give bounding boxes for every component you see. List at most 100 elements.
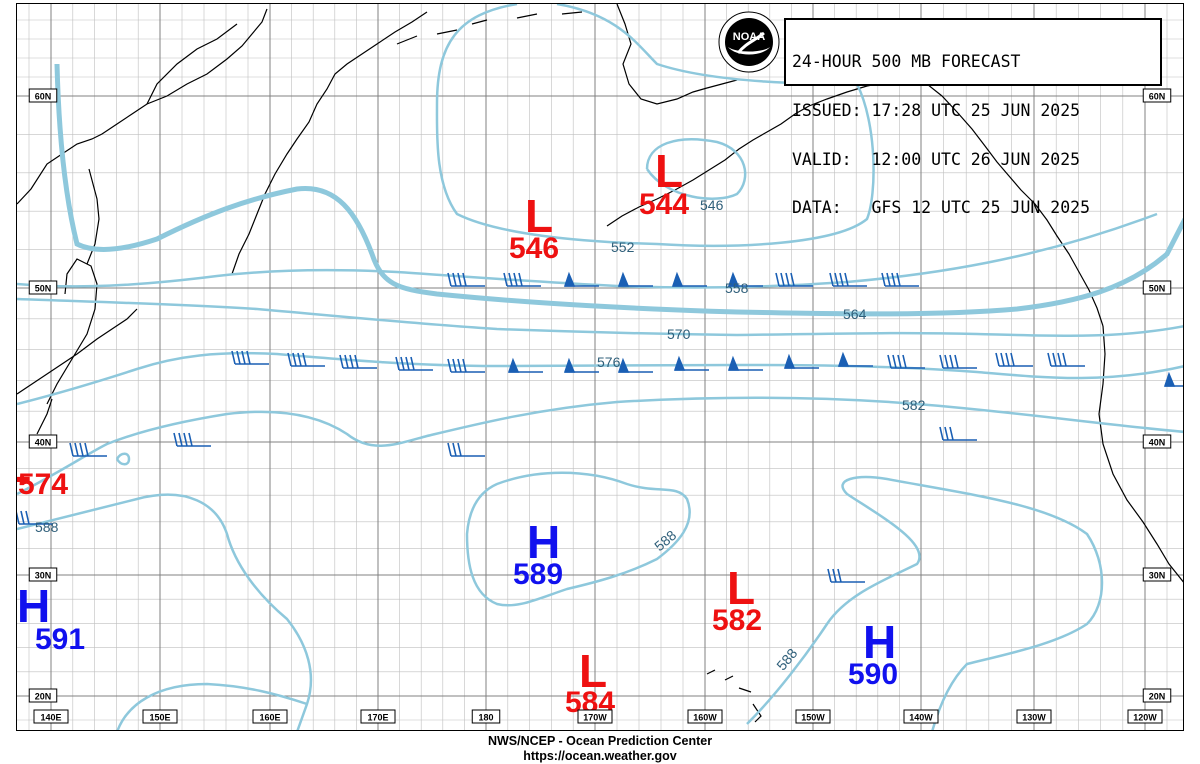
system-letter: H: [863, 616, 896, 668]
svg-text:60N: 60N: [35, 92, 52, 102]
issued-time: ISSUED: 17:28 UTC 25 JUN 2025: [792, 101, 1081, 121]
wind-barb: [69, 442, 107, 457]
wind-barb: [671, 271, 707, 287]
system-letter: L: [579, 645, 607, 697]
footer-org: NWS/NCEP - Ocean Prediction Center: [487, 734, 713, 748]
wind-barb: [939, 354, 977, 369]
svg-text:160E: 160E: [259, 713, 280, 723]
wind-barb: [395, 356, 433, 371]
contour-label: 576: [597, 354, 621, 370]
lon-label: 170W: [577, 709, 613, 724]
svg-text:120W: 120W: [1133, 713, 1157, 723]
contour-582: [17, 396, 1183, 496]
coastline-okhotsk: [146, 23, 238, 105]
wind-barb: [827, 568, 865, 583]
wind-barb: [829, 272, 867, 287]
forecast-title: 24-HOUR 500 MB FORECAST: [792, 52, 1021, 72]
coastline-hawaii: [706, 669, 762, 723]
coastline-aleutians: [396, 11, 583, 45]
data-source: DATA: GFS 12 UTC 25 JUN 2025: [792, 198, 1091, 218]
system-letter: H: [527, 516, 560, 568]
contour-label: 552: [611, 239, 635, 255]
contour-label: 588: [35, 519, 59, 535]
lat-label-right: 40N: [1142, 434, 1172, 449]
system-value: 589: [513, 558, 563, 591]
wind-barb: [881, 272, 919, 287]
footer-url: https://ocean.weather.gov: [523, 749, 677, 763]
svg-text:150W: 150W: [801, 713, 825, 723]
lon-label: 170E: [360, 709, 396, 724]
forecast-info-box: 24-HOUR 500 MB FORECAST ISSUED: 17:28 UT…: [784, 18, 1162, 216]
wind-barb: [447, 272, 485, 287]
height-contours: [17, 4, 1183, 730]
contour-label: 588: [773, 645, 800, 673]
contour-544-ring: [645, 138, 747, 200]
svg-text:160W: 160W: [693, 713, 717, 723]
logo-text: NOAA: [733, 31, 765, 43]
wind-barb: [447, 442, 485, 457]
contour-label: 588: [651, 527, 679, 554]
coastline-kamchatka: [231, 11, 428, 275]
pressure-systems: L 544 L 546 L 574 H 589 H 591 L 582 L 58…: [17, 145, 898, 719]
system-value: 544: [639, 188, 689, 221]
svg-text:170E: 170E: [367, 713, 388, 723]
svg-text:30N: 30N: [1149, 571, 1166, 581]
wind-barb: [507, 357, 543, 373]
svg-text:20N: 20N: [35, 692, 52, 702]
lon-label: 150W: [795, 709, 831, 724]
system-value: 590: [848, 658, 898, 691]
lat-label-right: 60N: [1142, 88, 1172, 103]
svg-text:40N: 40N: [1149, 438, 1166, 448]
lat-label-right: 20N: [1142, 688, 1172, 703]
svg-text:60N: 60N: [1149, 92, 1166, 102]
contour-588-south: [116, 682, 308, 730]
contour-588-east: [746, 475, 1104, 730]
system-letter: L: [17, 440, 31, 492]
svg-text:40N: 40N: [35, 438, 52, 448]
wind-barb: [727, 355, 763, 371]
lat-label-left: 30N: [28, 567, 58, 582]
svg-text:50N: 50N: [35, 284, 52, 294]
wind-barb: [447, 358, 485, 373]
wind-barb: [17, 510, 53, 525]
coastline-asia: [17, 8, 268, 205]
contour-label: 582: [902, 397, 926, 413]
forecast-map: 552 546 558 564 570 576 582 588 588 588 …: [16, 3, 1184, 731]
lat-label-left: 50N: [28, 280, 58, 295]
wind-barbs: [17, 271, 1183, 583]
wind-barb: [1047, 352, 1085, 367]
svg-text:50N: 50N: [1149, 284, 1166, 294]
wind-barb: [837, 351, 873, 367]
system-letter: L: [727, 562, 755, 614]
wind-barb: [287, 352, 325, 367]
lon-label: 120W: [1127, 709, 1163, 724]
wind-barb: [887, 354, 925, 369]
wind-barb: [939, 426, 977, 441]
contour-558: [17, 212, 1158, 289]
lon-label: 140E: [33, 709, 69, 724]
svg-text:140E: 140E: [40, 713, 61, 723]
contour-label: 564: [843, 306, 867, 322]
system-value: 546: [509, 232, 559, 265]
footer: NWS/NCEP - Ocean Prediction Center https…: [0, 734, 1200, 764]
wind-barb: [995, 352, 1033, 367]
wind-barb: [775, 272, 813, 287]
wind-barb: [231, 350, 269, 365]
system-letter: L: [655, 145, 683, 197]
contour-labels: 552 546 558 564 570 576 582 588 588 588: [35, 197, 926, 673]
map-canvas: 552 546 558 564 570 576 582 588 588 588 …: [17, 4, 1183, 730]
svg-text:150E: 150E: [149, 713, 170, 723]
wind-barb: [563, 271, 599, 287]
wind-barb: [503, 272, 541, 287]
svg-text:170W: 170W: [583, 713, 607, 723]
lon-label: 180: [471, 709, 501, 724]
wind-barb: [673, 355, 709, 371]
lon-label: 150E: [142, 709, 178, 724]
wind-barb: [563, 357, 599, 373]
wind-barb: [1163, 371, 1183, 387]
contour-label: 570: [667, 326, 691, 342]
lat-label-left: 60N: [28, 88, 58, 103]
lat-label-right: 30N: [1142, 567, 1172, 582]
lon-label: 160E: [252, 709, 288, 724]
wind-barb: [727, 271, 763, 287]
